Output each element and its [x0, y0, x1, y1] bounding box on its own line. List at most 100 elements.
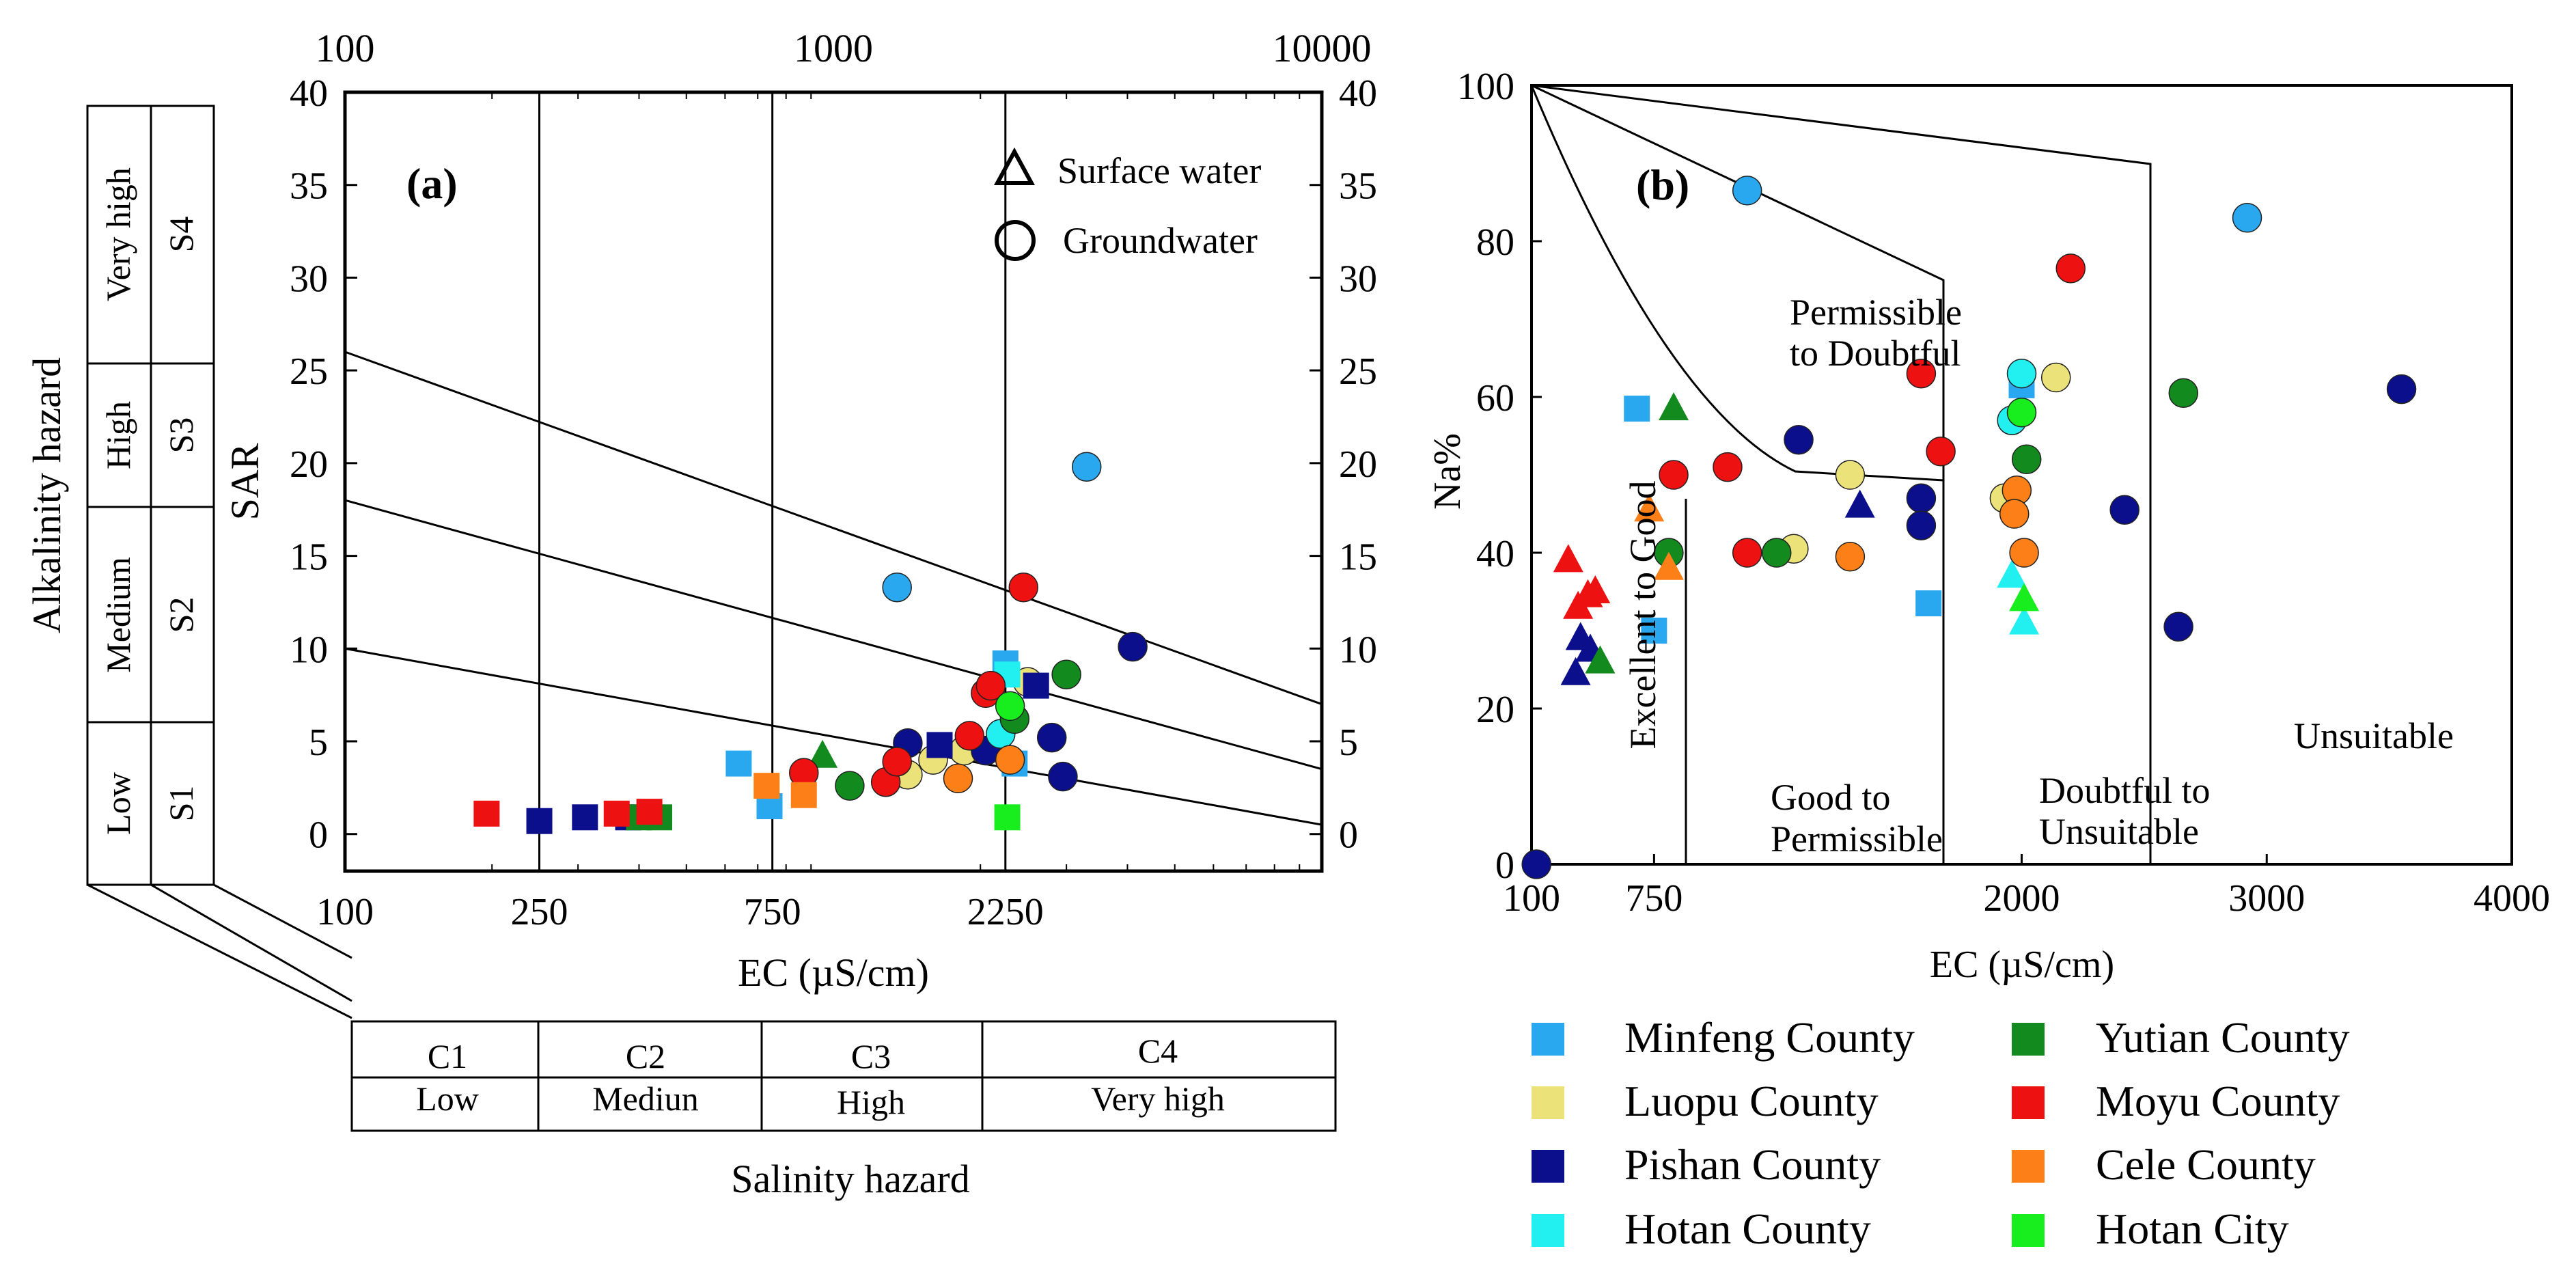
bottom-tick-label: 2250: [967, 891, 1044, 933]
data-point: [2055, 253, 2086, 284]
alkalinity-class-code: S3: [162, 417, 200, 454]
x-tick-label: 3000: [2228, 877, 2305, 920]
data-point: [926, 732, 953, 758]
y-tick-label: 0: [1495, 844, 1514, 887]
x-tick-label: 2000: [1984, 877, 2060, 920]
alkalinity-class-name: High: [99, 401, 137, 469]
region-label-permissible-to-doubtful-line2: to Doubtful: [1790, 333, 1961, 374]
data-point: [1051, 659, 1081, 690]
salinity-hazard-title: Salinity hazard: [731, 1157, 970, 1201]
legend-swatch-hotan-county: [1532, 1214, 1564, 1247]
data-point: [1580, 575, 1611, 603]
panel-a-x-axis-title: EC (µS/cm): [738, 950, 929, 995]
alkalinity-class-name: Medium: [99, 557, 137, 673]
legend-label: Cele County: [2096, 1140, 2316, 1189]
data-point: [2009, 583, 2040, 611]
data-point: [835, 771, 865, 801]
data-point: [1048, 761, 1078, 792]
data-point: [954, 721, 985, 751]
salinity-class-name: Mediun: [592, 1079, 699, 1118]
data-point: [2163, 611, 2193, 642]
y-tick-label-right: 15: [1339, 536, 1377, 579]
legend-swatch-luopu-county: [1532, 1086, 1564, 1119]
panel-b-class-boundaries: [1530, 84, 2152, 864]
legend-label: Hotan County: [1624, 1205, 1871, 1253]
salinity-class-code: C3: [851, 1037, 891, 1075]
data-point: [1713, 452, 1743, 482]
panel-b-ticks: 0 20 40 60 80 100 100 750 2000 3000 4000: [1457, 66, 2550, 920]
bottom-tick-label: 250: [511, 891, 568, 933]
data-point: [1844, 489, 1875, 518]
y-tick-label-left: 20: [290, 443, 328, 486]
legend-swatch-yutian-county: [2012, 1023, 2045, 1056]
legend-label: Yutian County: [2096, 1013, 2350, 1062]
data-point: [1023, 672, 1049, 699]
data-point: [753, 773, 780, 799]
data-point: [1906, 359, 1937, 389]
alkalinity-class-code: S4: [162, 217, 200, 253]
y-tick-label: 20: [1476, 689, 1514, 731]
data-point: [1999, 499, 2030, 529]
data-point: [603, 800, 630, 827]
panel-a-marker-legend: Surface water Groundwater: [993, 147, 1261, 261]
data-point: [1560, 657, 1591, 685]
legend-swatch-pishan-county: [1532, 1150, 1564, 1183]
panel-a-data-points: [473, 452, 1148, 834]
panel-a-plot-frame: [343, 90, 1324, 873]
data-point: [1659, 392, 1689, 421]
alkalinity-class-code: S1: [162, 786, 200, 822]
alkalinity-class-name: Very high: [99, 167, 137, 301]
data-point: [1641, 618, 1667, 644]
groundwater-circle-icon: [995, 220, 1036, 261]
panel-b-y-axis-title: Na%: [1426, 433, 1469, 510]
data-point: [2040, 362, 2071, 393]
data-point: [2232, 203, 2262, 233]
top-tick-label: 10000: [1273, 26, 1372, 70]
top-tick-label: 1000: [794, 26, 873, 70]
bottom-tick-label: 750: [744, 891, 801, 933]
y-tick-label-left: 40: [290, 72, 328, 115]
legend-label: Pishan County: [1624, 1140, 1881, 1189]
y-tick-label-right: 25: [1339, 350, 1377, 393]
data-point: [1553, 544, 1583, 573]
alkalinity-hazard-line: [344, 647, 1322, 826]
data-point: [1732, 176, 1762, 206]
panel-b-x-axis-title: EC (µS/cm): [1930, 944, 2114, 986]
legend-swatch-hotan-city: [2012, 1214, 2045, 1247]
data-point: [1653, 551, 1684, 580]
data-point: [725, 750, 752, 777]
panel-b-wilcox-diagram: 0 20 40 60 80 100 100 750 2000 3000 4000 (b) Na% E…: [1426, 66, 2550, 986]
data-point: [2109, 495, 2139, 525]
legend-label: Luopu County: [1624, 1077, 1879, 1125]
y-tick-label: 80: [1476, 221, 1514, 264]
alkalinity-hazard-line: [344, 499, 1322, 771]
salinity-class-code: C1: [428, 1037, 467, 1075]
data-point: [807, 739, 838, 768]
data-point: [1906, 483, 1937, 513]
data-point: [2009, 606, 2040, 635]
x-tick-label: 100: [1503, 877, 1560, 920]
y-tick-label-right: 40: [1339, 72, 1377, 115]
y-tick-label-right: 30: [1339, 258, 1377, 300]
salinity-class-code: C2: [626, 1037, 665, 1075]
y-tick-label-left: 15: [290, 536, 328, 579]
region-label-doubtful-to-unsuitable-line1: Doubtful to: [2039, 770, 2211, 811]
data-point: [1906, 510, 1937, 540]
data-point: [2011, 444, 2042, 474]
data-point: [1732, 538, 1762, 568]
data-point: [790, 782, 817, 808]
top-tick-label: 100: [316, 26, 375, 70]
region-label-good-to-permissible-line2: Permissible: [1771, 819, 1943, 859]
y-tick-label-right: 5: [1339, 721, 1358, 764]
y-tick-label-right: 0: [1339, 814, 1358, 857]
data-point: [1997, 560, 2027, 588]
salinity-class-name: Very high: [1091, 1079, 1225, 1118]
legend-label: Moyu County: [2096, 1077, 2340, 1125]
x-tick-label: 750: [1625, 877, 1682, 920]
region-label-excellent-to-good: Excellent to Good: [1622, 481, 1663, 749]
data-point: [975, 670, 1006, 701]
county-legend: Minfeng County Luopu County Pishan Count…: [1532, 1013, 2350, 1253]
y-tick-label-right: 20: [1339, 443, 1377, 486]
y-tick-label-right: 35: [1339, 165, 1377, 208]
